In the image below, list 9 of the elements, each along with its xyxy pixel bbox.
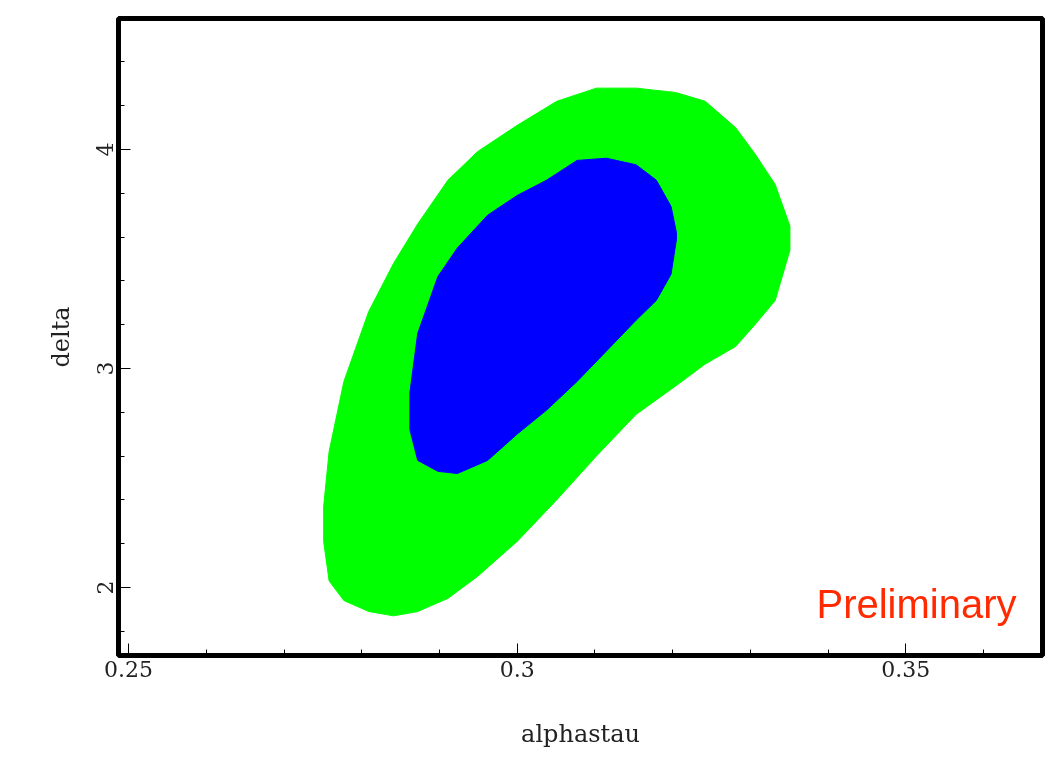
y-tick-label: 2 — [93, 580, 119, 595]
y-tick-label: 3 — [93, 361, 119, 376]
y-axis-title: delta — [46, 306, 75, 368]
x-tick-label: 0.25 — [104, 656, 154, 682]
annotation: Preliminary — [816, 581, 1017, 626]
x-axis-title: alphastau — [521, 719, 640, 748]
x-tick-label: 0.3 — [499, 656, 535, 682]
x-tick-label: 0.35 — [881, 656, 931, 682]
y-tick-label: 4 — [93, 142, 119, 157]
